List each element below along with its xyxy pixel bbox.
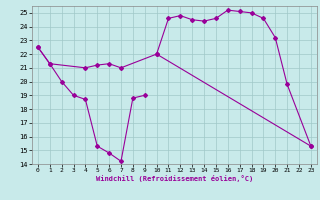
X-axis label: Windchill (Refroidissement éolien,°C): Windchill (Refroidissement éolien,°C) <box>96 175 253 182</box>
